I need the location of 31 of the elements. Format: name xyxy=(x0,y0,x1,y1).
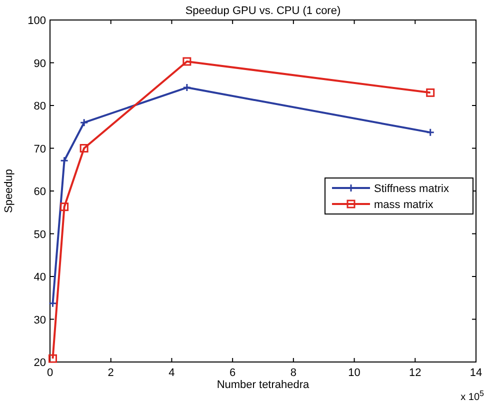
point xyxy=(426,88,435,97)
point xyxy=(60,156,69,165)
x-axis-title: Number tetrahedra xyxy=(216,379,310,391)
x-tick-label: 10 xyxy=(348,367,360,379)
y-tick-label: 90 xyxy=(34,58,46,70)
y-tick-label: 30 xyxy=(34,314,46,326)
x-tick-label: 2 xyxy=(108,367,114,379)
x-tick-label: 4 xyxy=(168,367,175,379)
y-tick-label: 100 xyxy=(28,15,46,27)
point xyxy=(60,202,69,212)
x-tick-label: 12 xyxy=(409,367,422,379)
y-tick-label: 50 xyxy=(34,228,46,241)
legend-label: Stiffness matrix xyxy=(374,183,450,195)
x-tick-label: 6 xyxy=(230,367,236,379)
point xyxy=(182,57,192,66)
y-tick-label: 20 xyxy=(34,357,46,369)
point xyxy=(182,83,192,92)
y-tick-label: 40 xyxy=(34,272,46,284)
x-tick-label: 14 xyxy=(470,367,482,379)
chart-title: Speedup GPU vs. CPU (1 core) xyxy=(185,5,341,17)
point xyxy=(48,354,57,363)
y-tick-label: 70 xyxy=(34,143,46,156)
text: x 10$^{5}$ xyxy=(460,388,485,403)
legend-label: mass matrix xyxy=(374,199,434,211)
y-tick-label: 60 xyxy=(34,186,46,198)
point xyxy=(80,144,88,152)
x-tick-label: 0 xyxy=(46,367,54,379)
y-axis-title: Speedup xyxy=(3,168,15,214)
point xyxy=(80,118,88,127)
y-tick-label: 80 xyxy=(34,100,46,112)
x-tick-label: 8 xyxy=(290,367,296,379)
